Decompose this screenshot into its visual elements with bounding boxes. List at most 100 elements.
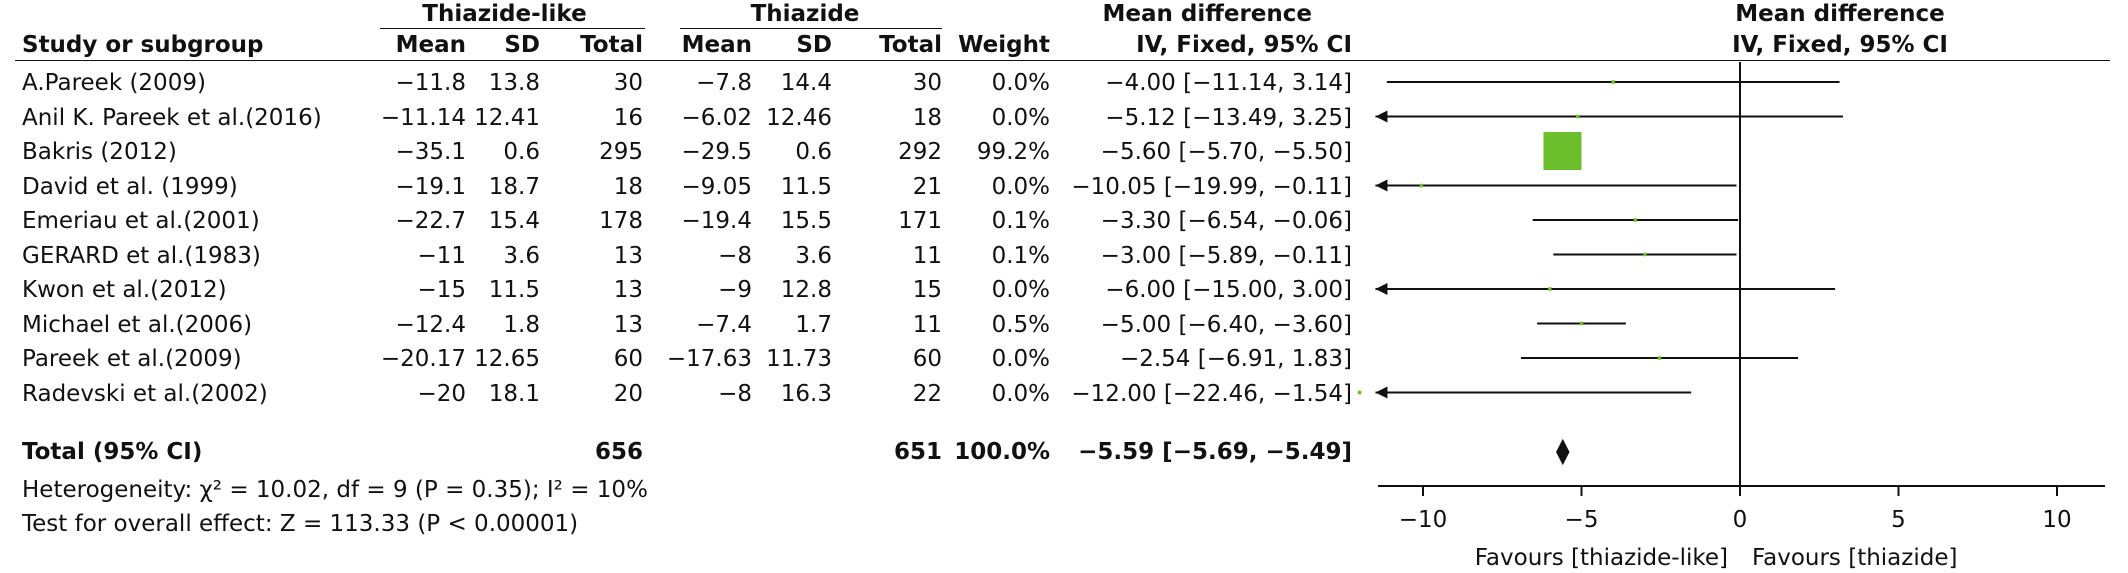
- cell-n1: 20: [613, 380, 643, 407]
- cell-weight: 0.0%: [991, 380, 1050, 407]
- point-marker: [1611, 80, 1615, 84]
- cell-m2: −9.05: [681, 173, 752, 200]
- cell-m2: −6.02: [681, 104, 752, 131]
- cell-n2: 11: [912, 242, 942, 269]
- cell-sd2: 12.8: [780, 277, 832, 303]
- cell-sd2: 15.5: [780, 208, 832, 234]
- ci-arrow-left: [1375, 179, 1388, 192]
- total-n2: 651: [893, 439, 942, 465]
- cell-sd1: 15.4: [488, 208, 540, 234]
- cell-name: A.Pareek (2009): [22, 70, 206, 96]
- cell-sd2: 14.4: [780, 70, 832, 96]
- cell-sd1: 3.6: [503, 242, 540, 269]
- cell-name: Pareek et al.(2009): [22, 346, 242, 372]
- x-tick-label: −5: [1565, 507, 1599, 533]
- cell-n2: 15: [912, 277, 942, 303]
- cell-n2: 22: [912, 380, 942, 407]
- ci-arrow-left: [1375, 283, 1388, 295]
- cell-sd2: 3.6: [795, 242, 832, 269]
- ci-arrow-left: [1375, 386, 1388, 399]
- cell-m2: −17.63: [666, 346, 752, 372]
- group2-rule: [680, 28, 942, 29]
- cell-m2: −7.8: [696, 70, 752, 96]
- point-marker: [1643, 252, 1647, 257]
- x-tick-label: 10: [2042, 507, 2071, 533]
- cell-n1: 13: [613, 277, 643, 303]
- cell-weight: 0.0%: [991, 104, 1050, 131]
- cell-n1: 13: [613, 311, 643, 338]
- mean1-header: Mean: [395, 32, 466, 58]
- cell-weight: 0.0%: [991, 70, 1050, 96]
- study-header: Study or subgroup: [22, 32, 264, 58]
- cell-ci-text: −4.00 [−11.14, 3.14]: [1105, 70, 1352, 96]
- cell-n1: 178: [599, 208, 643, 234]
- cell-m1: −11.14: [380, 104, 466, 131]
- total-weight: 100.0%: [954, 439, 1050, 465]
- x-tick-label: 0: [1733, 507, 1748, 533]
- cell-m2: −29.5: [681, 139, 752, 165]
- cell-ci-text: −12.00 [−22.46, −1.54]: [1071, 380, 1352, 407]
- cell-n2: 30: [912, 70, 942, 96]
- cell-n2: 60: [912, 346, 942, 372]
- cell-weight: 99.2%: [976, 139, 1050, 165]
- cell-m1: −12.4: [395, 311, 466, 338]
- cell-sd1: 11.5: [488, 277, 540, 303]
- cell-n1: 16: [613, 104, 643, 131]
- cell-m1: −20.17: [380, 346, 466, 372]
- cell-name: Radevski et al.(2002): [22, 380, 268, 407]
- point-marker: [1357, 390, 1362, 395]
- cell-n2: 171: [898, 208, 942, 234]
- cell-n2: 11: [912, 311, 942, 338]
- cell-weight: 0.1%: [991, 208, 1050, 234]
- cell-name: Michael et al.(2006): [22, 311, 253, 338]
- cell-ci-text: −3.30 [−6.54, −0.06]: [1100, 208, 1352, 234]
- cell-m2: −9: [718, 277, 752, 303]
- cell-name: Anil K. Pareek et al.(2016): [22, 104, 322, 131]
- cell-m1: −22.7: [395, 208, 466, 234]
- cell-m2: −8: [718, 242, 752, 269]
- total1-header: Total: [580, 32, 643, 58]
- point-marker: [1419, 183, 1424, 188]
- x-tick-label: 5: [1891, 507, 1906, 533]
- cell-weight: 0.0%: [991, 173, 1050, 200]
- md-method-table-header: IV, Fixed, 95% CI: [1136, 32, 1352, 58]
- favours-right-label: Favours [thiazide]: [1752, 545, 1957, 571]
- cell-m1: −11.8: [395, 70, 466, 96]
- cell-weight: 0.0%: [991, 346, 1050, 372]
- cell-n2: 21: [912, 173, 942, 200]
- cell-sd1: 12.65: [474, 346, 540, 372]
- cell-name: Emeriau et al.(2001): [22, 208, 260, 234]
- cell-n1: 295: [599, 139, 643, 165]
- cell-sd2: 16.3: [780, 380, 832, 407]
- cell-weight: 0.1%: [991, 242, 1050, 269]
- cell-name: David et al. (1999): [22, 173, 238, 200]
- cell-m1: −19.1: [395, 173, 466, 200]
- cell-name: GERARD et al.(1983): [22, 242, 261, 269]
- cell-sd2: 11.73: [766, 346, 832, 372]
- sd2-header: SD: [796, 32, 832, 58]
- cell-sd1: 18.1: [488, 380, 540, 407]
- cell-n2: 18: [912, 104, 942, 131]
- total-ci: −5.59 [−5.69, −5.49]: [1078, 439, 1352, 465]
- cell-sd2: 11.5: [780, 173, 832, 200]
- point-marker: [1543, 132, 1582, 170]
- cell-ci-text: −3.00 [−5.89, −0.11]: [1100, 242, 1352, 269]
- total-label: Total (95% CI): [22, 439, 203, 465]
- cell-name: Kwon et al.(2012): [22, 277, 227, 303]
- cell-ci-text: −6.00 [−15.00, 3.00]: [1105, 277, 1352, 303]
- point-marker: [1657, 356, 1662, 360]
- sd1-header: SD: [504, 32, 540, 58]
- cell-ci-text: −2.54 [−6.91, 1.83]: [1119, 346, 1352, 372]
- cell-m1: −35.1: [395, 139, 466, 165]
- total2-header: Total: [879, 32, 942, 58]
- cell-sd2: 1.7: [795, 311, 832, 338]
- mean2-header: Mean: [681, 32, 752, 58]
- group1-rule: [380, 28, 645, 29]
- cell-n1: 18: [613, 173, 643, 200]
- cell-sd1: 1.8: [503, 311, 540, 338]
- header-bottom-rule: [15, 60, 2110, 61]
- pooled-diamond: [1556, 438, 1570, 466]
- cell-sd1: 18.7: [488, 173, 540, 200]
- point-marker: [1548, 287, 1552, 291]
